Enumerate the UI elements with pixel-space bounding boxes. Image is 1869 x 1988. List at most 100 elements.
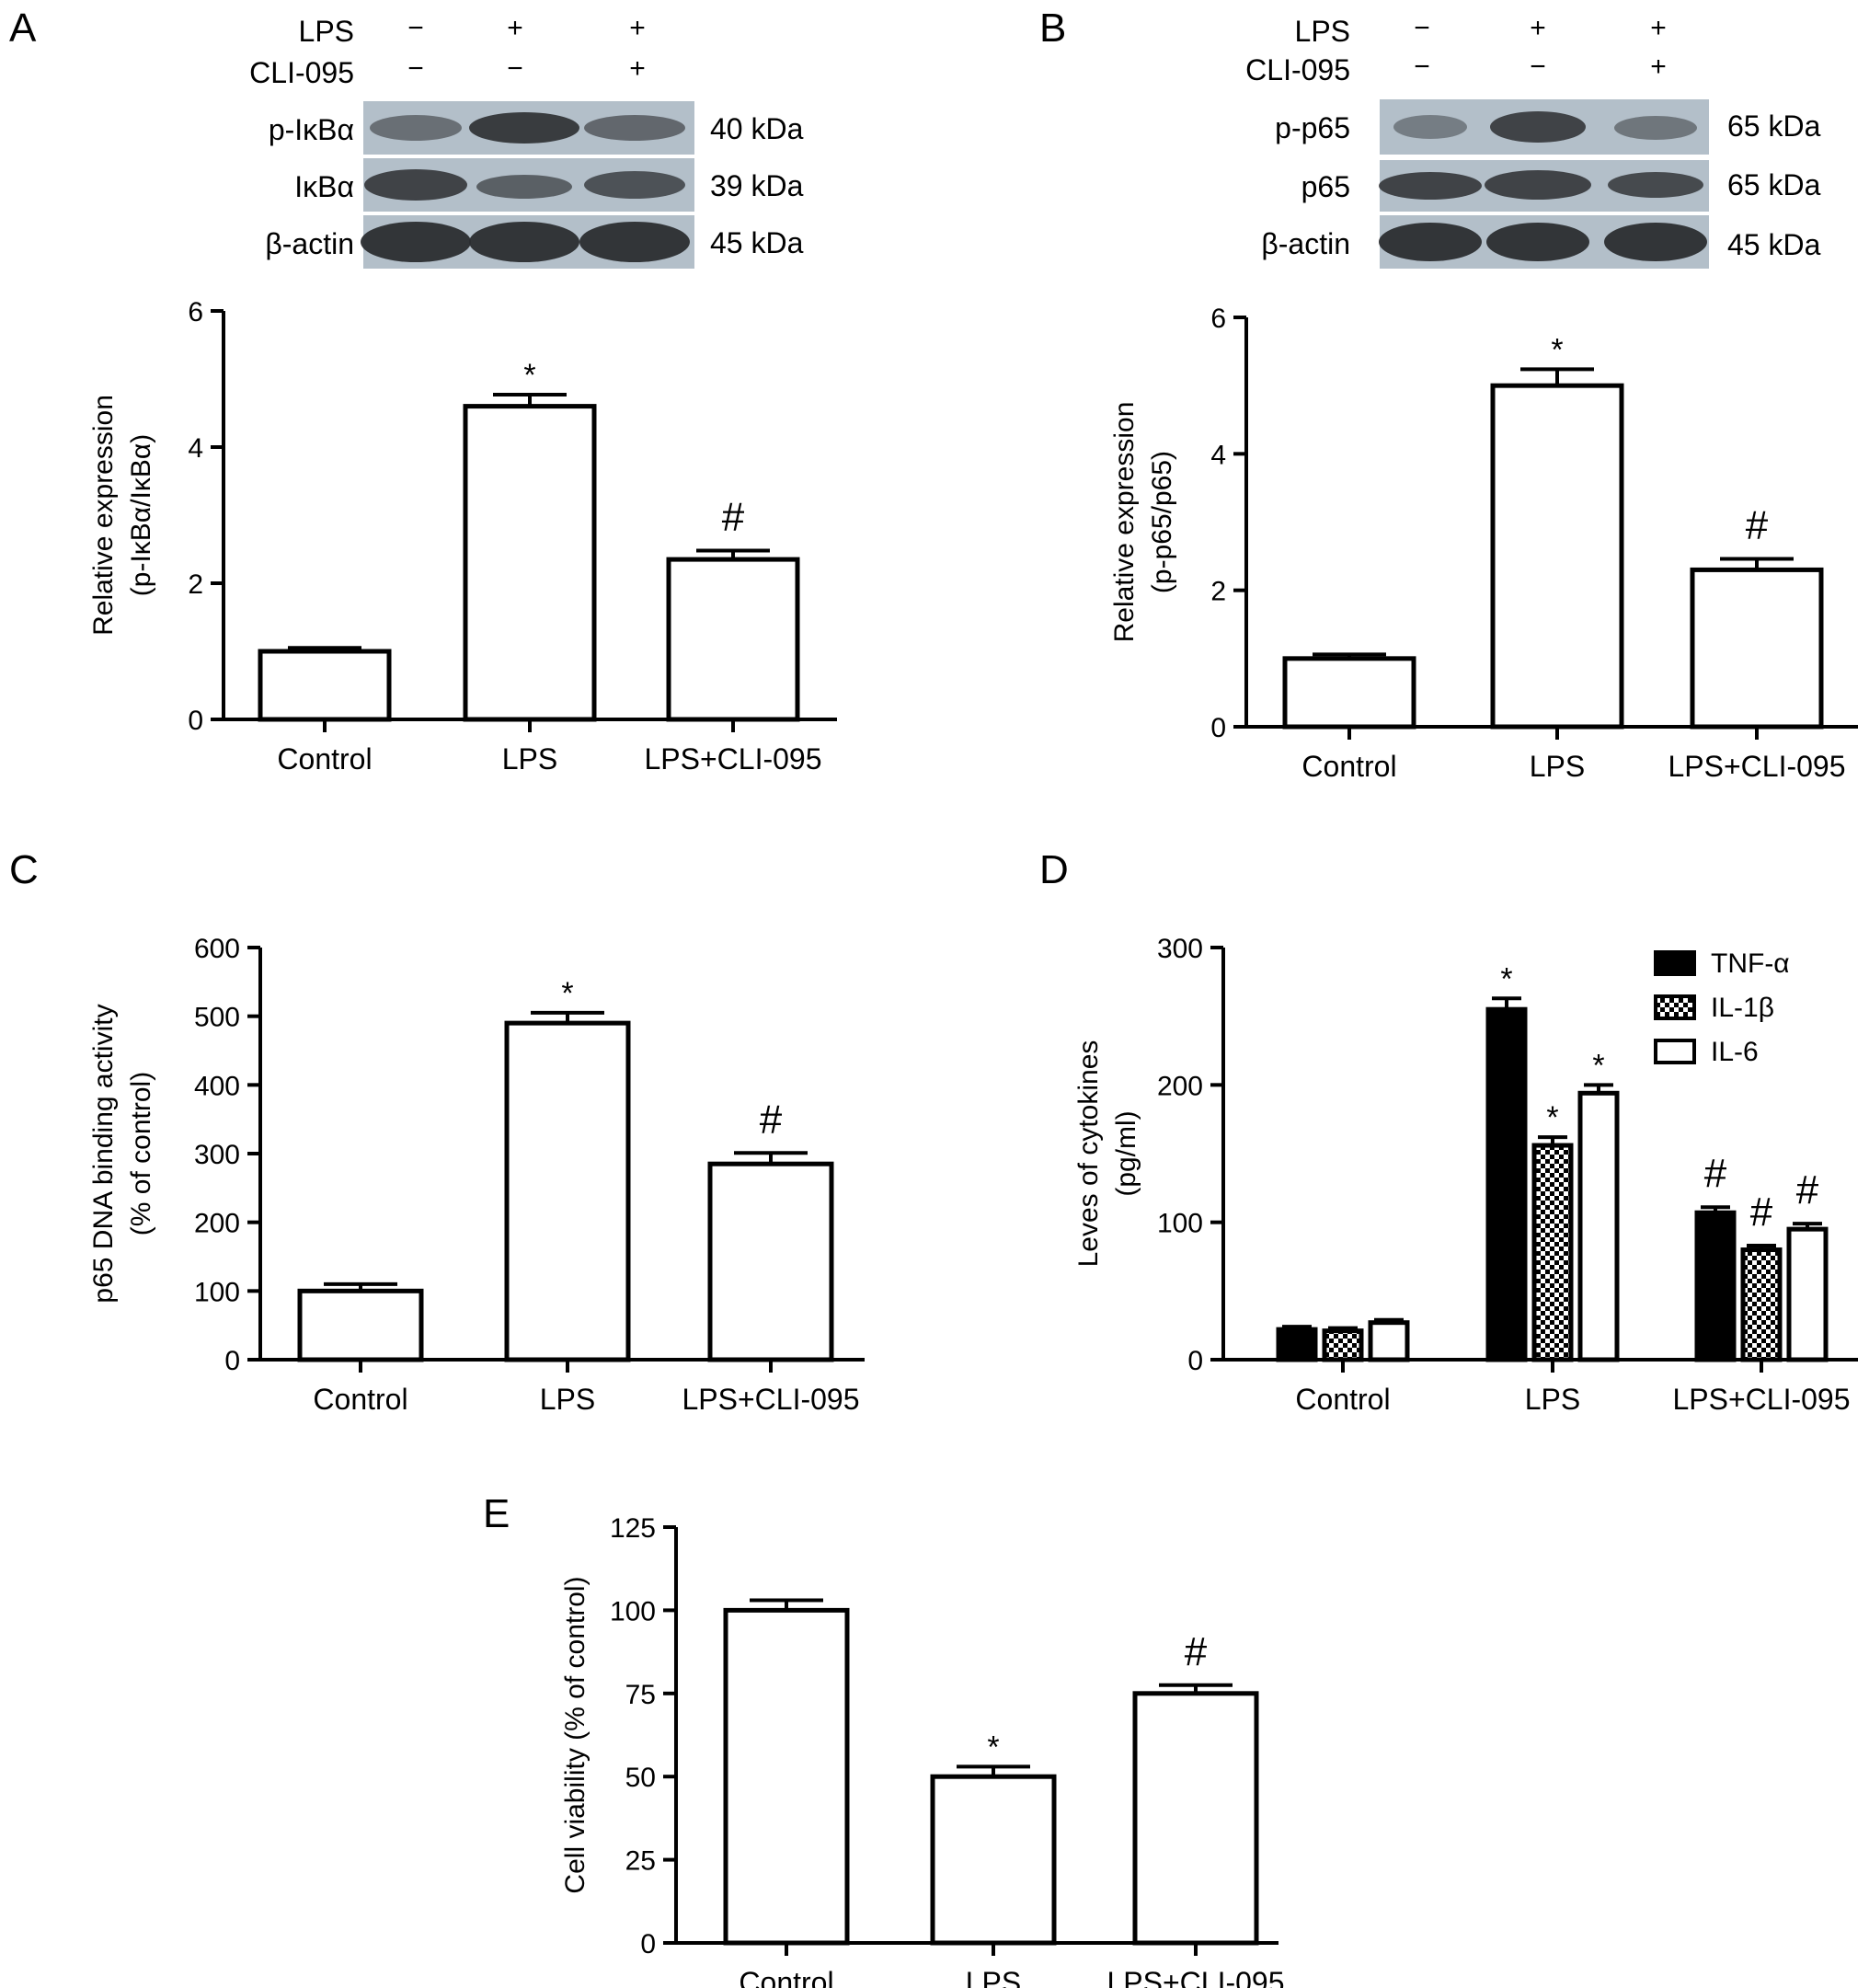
blot-b-cli-sign: −: [1414, 52, 1430, 82]
blot-band: [361, 222, 471, 262]
blot-a-lps-sign: −: [407, 13, 424, 43]
significance-mark: *: [1592, 1048, 1604, 1083]
y-tick-label: 6: [188, 297, 203, 328]
bar: [504, 1020, 631, 1362]
bar: [1490, 383, 1624, 730]
y-tick-label: 50: [625, 1763, 656, 1793]
blot-a-lps-label: LPS: [299, 15, 354, 48]
bar: [1276, 1327, 1318, 1362]
blot-b: LPS − + + CLI-095 − − + p-p65 p65 β-acti…: [1245, 13, 1821, 269]
y-tick-label: 125: [610, 1513, 656, 1544]
bar: [297, 1288, 424, 1362]
x-tick-label: LPS: [540, 1383, 595, 1416]
y-axis-label: Relative expression: [1109, 402, 1140, 643]
y-axis-label: (p-IκBα/IκBα): [126, 434, 156, 596]
y-tick-label: 0: [1187, 1346, 1203, 1376]
panel-letter-b: B: [1039, 6, 1066, 51]
blot-a-lps-sign: +: [507, 13, 523, 43]
blot-b-row-label: p-p65: [1275, 111, 1350, 144]
chart-e: 0 25 50 75 100 125 Cell viability (% of contro…: [560, 1513, 1285, 1988]
blot-b-kda: 65 kDa: [1727, 168, 1821, 201]
significance-mark: *: [1546, 1100, 1558, 1135]
y-tick-label: 0: [224, 1346, 240, 1376]
significance-mark: #: [760, 1097, 783, 1142]
significance-mark: #: [1796, 1167, 1819, 1212]
blot-band: [469, 112, 579, 144]
y-axis-label: (p-p65/p65): [1147, 451, 1177, 593]
y-tick-label: 300: [1157, 934, 1203, 964]
y-tick-label: 400: [194, 1071, 240, 1101]
blot-b-cli-sign: −: [1530, 52, 1546, 82]
x-tick-label: LPS+CLI-095: [1106, 1966, 1284, 1988]
x-tick-label: LPS+CLI-095: [682, 1383, 859, 1416]
x-tick-label: LPS: [1525, 1383, 1580, 1416]
y-tick-label: 500: [194, 1003, 240, 1033]
x-tick-label: LPS+CLI-095: [644, 742, 821, 776]
significance-mark: #: [1750, 1189, 1773, 1235]
legend-swatch: [1654, 994, 1696, 1020]
blot-band: [1604, 223, 1707, 261]
bar: [930, 1774, 1057, 1946]
panel-letter-d: D: [1039, 847, 1069, 892]
significance-mark: #: [1746, 503, 1769, 548]
x-tick-label: Control: [1295, 1383, 1390, 1416]
significance-mark: #: [722, 494, 745, 539]
significance-mark: *: [523, 358, 535, 393]
y-axis-label: Cell viability (% of control): [560, 1576, 591, 1893]
y-axis-label: p65 DNA binding activity: [88, 1004, 119, 1303]
bar: [1690, 567, 1824, 730]
bar: [1577, 1090, 1620, 1362]
y-tick-label: 300: [194, 1140, 240, 1170]
x-tick-label: LPS+CLI-095: [1668, 750, 1845, 783]
y-tick-label: 75: [625, 1680, 656, 1710]
bar: [723, 1607, 850, 1946]
y-tick-label: 2: [1210, 577, 1226, 607]
chart-d: 0 100 200 300 Leves of cytokines (pg/ml) Contr…: [1073, 934, 1858, 1416]
chart-b: 0 2 4 6 Relative expression (p-p65/p65) Contro…: [1109, 304, 1858, 783]
blot-b-cli-label: CLI-095: [1245, 53, 1350, 86]
y-tick-label: 0: [188, 706, 203, 736]
y-tick-label: 200: [194, 1209, 240, 1239]
blot-band: [1490, 111, 1586, 143]
bar: [1531, 1143, 1574, 1362]
blot-b-lps-sign: +: [1650, 13, 1667, 43]
panel-letter-e: E: [483, 1491, 510, 1536]
blot-a-cli-sign: +: [629, 53, 646, 84]
blot-band: [1614, 116, 1697, 140]
y-axis-label: Leves of cytokines: [1073, 1040, 1104, 1268]
bar: [666, 557, 800, 722]
blot-b-lps-sign: −: [1414, 13, 1430, 43]
significance-mark: *: [1551, 332, 1563, 367]
bar: [1322, 1328, 1364, 1362]
blot-band: [370, 115, 462, 141]
bar: [1368, 1320, 1410, 1362]
blot-band: [1393, 115, 1467, 139]
x-tick-label: LPS: [502, 742, 557, 776]
bar: [1485, 1006, 1528, 1362]
blot-band: [476, 175, 572, 199]
y-tick-label: 4: [1210, 440, 1226, 470]
y-tick-label: 0: [1210, 713, 1226, 743]
blot-a-row-label: β-actin: [265, 227, 354, 260]
panel-letter-c: C: [9, 847, 39, 892]
y-axis-label: Relative expression: [88, 395, 119, 636]
y-tick-label: 6: [1210, 304, 1226, 334]
chart-a: 0 2 4 6 Relative expression (p-IκBα/IκBα) Cont…: [88, 297, 837, 776]
y-tick-label: 100: [610, 1596, 656, 1626]
blot-b-kda: 45 kDa: [1727, 228, 1821, 261]
x-tick-label: Control: [277, 742, 372, 776]
x-tick-label: LPS: [1530, 750, 1585, 783]
y-tick-label: 100: [194, 1277, 240, 1307]
bar: [258, 649, 392, 722]
bar: [1786, 1226, 1829, 1362]
blot-band: [579, 222, 690, 262]
significance-mark: *: [1500, 961, 1512, 996]
significance-mark: *: [987, 1729, 999, 1764]
blot-band: [584, 115, 685, 141]
bar: [463, 404, 597, 722]
blot-a-cli-sign: −: [407, 53, 424, 84]
blot-band: [1379, 223, 1482, 261]
blot-a-cli-sign: −: [507, 53, 523, 84]
y-tick-label: 100: [1157, 1209, 1203, 1239]
blot-a-row-label: IκBα: [294, 170, 354, 203]
